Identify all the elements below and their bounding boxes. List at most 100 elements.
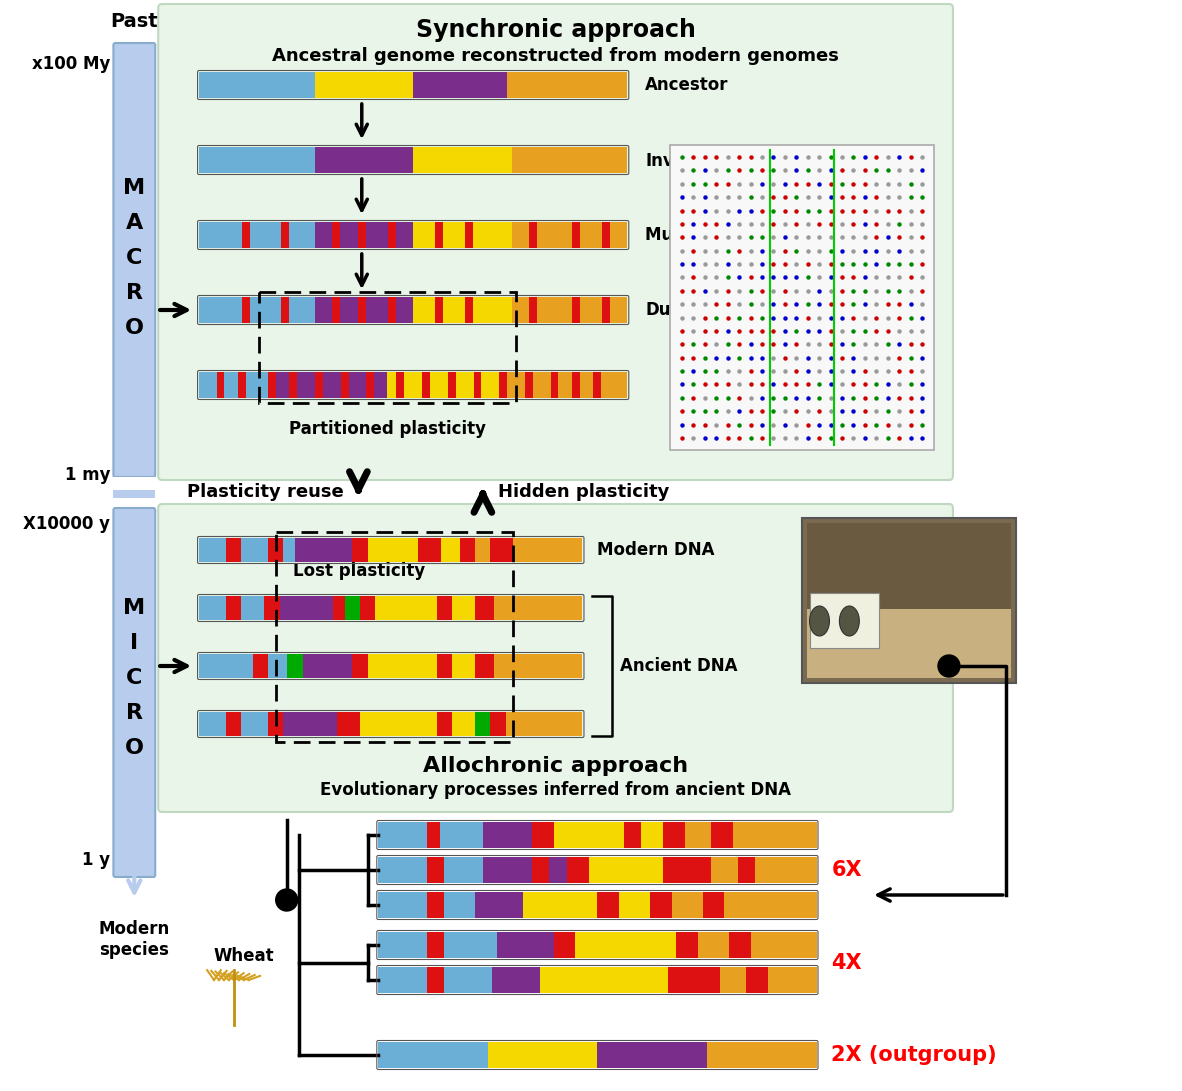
Text: 2X (outgroup): 2X (outgroup) <box>831 1045 998 1065</box>
Bar <box>806 523 1011 614</box>
Bar <box>378 967 817 993</box>
Bar <box>199 538 226 562</box>
Bar <box>668 967 694 993</box>
Bar <box>475 712 491 736</box>
Bar <box>483 858 532 883</box>
Bar <box>491 538 513 562</box>
Bar <box>332 297 340 323</box>
Bar <box>494 596 583 620</box>
Bar <box>475 596 494 620</box>
Bar <box>242 221 251 248</box>
Bar <box>378 967 427 993</box>
Bar <box>332 221 340 248</box>
Text: Ancient DNA: Ancient DNA <box>621 657 738 675</box>
Bar <box>378 892 427 918</box>
Bar <box>507 72 628 98</box>
Bar <box>226 712 241 736</box>
Bar <box>499 372 507 398</box>
Bar <box>199 596 583 620</box>
Circle shape <box>275 889 298 911</box>
Bar <box>624 858 663 883</box>
Bar <box>435 221 443 248</box>
Bar <box>340 372 349 398</box>
Bar <box>199 147 314 173</box>
Bar <box>475 654 494 678</box>
Bar <box>593 372 602 398</box>
Text: Mutation/gene loss: Mutation/gene loss <box>645 226 825 244</box>
Bar <box>265 596 280 620</box>
Bar <box>733 822 760 848</box>
Bar <box>378 822 817 848</box>
Text: Hidden plasticity: Hidden plasticity <box>498 483 669 501</box>
Bar <box>512 297 628 323</box>
Bar <box>361 712 402 736</box>
Bar <box>414 221 512 248</box>
Bar <box>494 654 583 678</box>
Bar <box>366 372 375 398</box>
Bar <box>226 596 241 620</box>
Bar <box>530 221 537 248</box>
Bar <box>199 297 314 323</box>
Bar <box>268 712 284 736</box>
Bar <box>566 858 589 883</box>
Bar <box>368 538 391 562</box>
Text: Lost plasticity: Lost plasticity <box>293 562 426 580</box>
Bar <box>314 72 414 98</box>
Bar <box>368 654 398 678</box>
Bar <box>597 822 624 848</box>
Bar <box>199 654 583 678</box>
Bar <box>376 596 398 620</box>
Bar <box>199 147 628 173</box>
Bar <box>388 221 396 248</box>
Bar <box>290 372 297 398</box>
Bar <box>506 712 583 736</box>
Bar <box>199 221 628 248</box>
Bar <box>199 654 226 678</box>
Bar <box>378 892 817 918</box>
Bar <box>663 858 686 883</box>
Bar <box>530 297 537 323</box>
Bar <box>532 822 553 848</box>
Bar <box>422 372 430 398</box>
Text: Ancestor: Ancestor <box>645 76 729 94</box>
Bar <box>226 538 241 562</box>
Bar <box>619 932 676 958</box>
Bar <box>199 221 314 248</box>
Bar <box>437 712 452 736</box>
Bar <box>287 654 303 678</box>
Bar <box>512 221 628 248</box>
Bar <box>316 372 323 398</box>
Bar <box>361 596 376 620</box>
Bar <box>199 372 272 398</box>
Bar <box>663 822 686 848</box>
Bar <box>437 596 452 620</box>
Text: R: R <box>125 703 143 722</box>
Bar <box>199 712 226 736</box>
Bar <box>602 297 610 323</box>
Bar <box>686 858 712 883</box>
Bar <box>768 967 817 993</box>
Bar <box>280 596 333 620</box>
Text: I: I <box>130 633 138 652</box>
Bar <box>755 858 817 883</box>
Bar <box>602 221 610 248</box>
Bar <box>452 596 475 620</box>
Bar <box>641 822 663 848</box>
Bar <box>699 932 729 958</box>
Bar <box>475 892 522 918</box>
Bar <box>388 297 396 323</box>
Bar <box>448 372 455 398</box>
Bar <box>378 1042 817 1068</box>
Ellipse shape <box>839 606 859 636</box>
Bar <box>532 858 550 883</box>
Bar <box>281 297 288 323</box>
Bar <box>378 932 427 958</box>
Bar <box>414 72 507 98</box>
Text: Inversion/fusion/fission: Inversion/fusion/fission <box>645 151 864 169</box>
Bar <box>113 477 155 489</box>
Bar <box>572 372 579 398</box>
Bar <box>729 932 751 958</box>
Bar <box>806 609 1011 678</box>
Bar <box>491 712 506 736</box>
Bar <box>199 72 628 98</box>
